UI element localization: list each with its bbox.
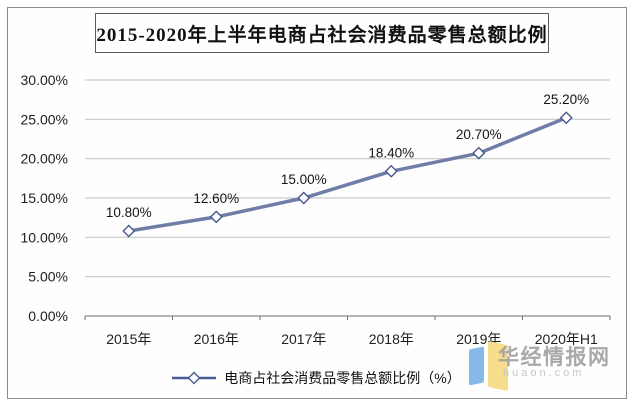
y-tick-label: 0.00%	[28, 308, 68, 324]
data-point-marker	[209, 210, 223, 224]
y-tick-label: 20.00%	[21, 151, 68, 167]
x-tick-label: 2016年	[194, 331, 239, 347]
x-tick-label: 2017年	[281, 331, 326, 347]
data-label: 15.00%	[281, 172, 327, 187]
y-tick-label: 25.00%	[21, 111, 68, 127]
data-point-marker	[122, 224, 136, 238]
data-label: 25.20%	[543, 92, 589, 107]
y-tick-label: 30.00%	[21, 72, 68, 88]
legend-line-marker-icon	[172, 371, 217, 385]
data-label: 18.40%	[368, 145, 414, 160]
data-label: 20.70%	[456, 127, 502, 142]
data-label: 10.80%	[106, 205, 152, 220]
y-tick-label: 10.00%	[21, 229, 68, 245]
chart-title-box: 2015-2020年上半年电商占社会消费品零售总额比例	[95, 13, 549, 53]
legend-label: 电商占社会消费品零售总额比例（%）	[224, 370, 461, 386]
y-tick-label: 5.00%	[28, 269, 68, 285]
data-point-marker	[559, 111, 573, 125]
chart-title: 2015-2020年上半年电商占社会消费品零售总额比例	[96, 24, 548, 46]
data-point-marker	[384, 164, 398, 178]
figure-border	[7, 7, 627, 399]
x-tick-label: 2020年H1	[535, 331, 598, 347]
x-tick-label: 2019年	[456, 331, 501, 347]
data-label: 12.60%	[193, 191, 239, 206]
x-tick-label: 2015年	[106, 331, 151, 347]
x-tick-label: 2018年	[369, 331, 414, 347]
series-line	[127, 116, 569, 233]
data-point-marker	[297, 191, 311, 205]
y-tick-label: 15.00%	[21, 190, 68, 206]
legend: 电商占社会消费品零售总额比例（%）	[7, 366, 625, 390]
data-point-marker	[472, 146, 486, 160]
